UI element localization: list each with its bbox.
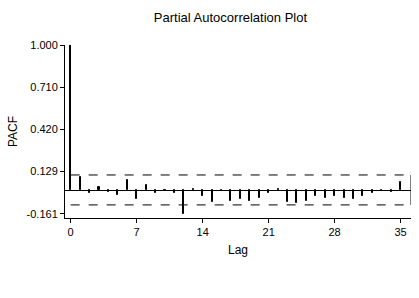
svg-text:PACF: PACF bbox=[6, 116, 20, 147]
svg-text:35: 35 bbox=[395, 226, 407, 238]
svg-text:21: 21 bbox=[263, 226, 275, 238]
svg-text:0.129: 0.129 bbox=[30, 165, 58, 177]
svg-text:7: 7 bbox=[134, 226, 140, 238]
svg-text:1.000: 1.000 bbox=[30, 39, 58, 51]
svg-text:-0.161: -0.161 bbox=[27, 208, 58, 220]
svg-text:0.710: 0.710 bbox=[30, 81, 58, 93]
svg-text:0.420: 0.420 bbox=[30, 123, 58, 135]
svg-text:0: 0 bbox=[68, 226, 74, 238]
svg-text:Partial Autocorrelation Plot: Partial Autocorrelation Plot bbox=[154, 10, 308, 25]
svg-text:14: 14 bbox=[197, 226, 209, 238]
svg-text:28: 28 bbox=[329, 226, 341, 238]
svg-text:Lag: Lag bbox=[228, 243, 248, 257]
